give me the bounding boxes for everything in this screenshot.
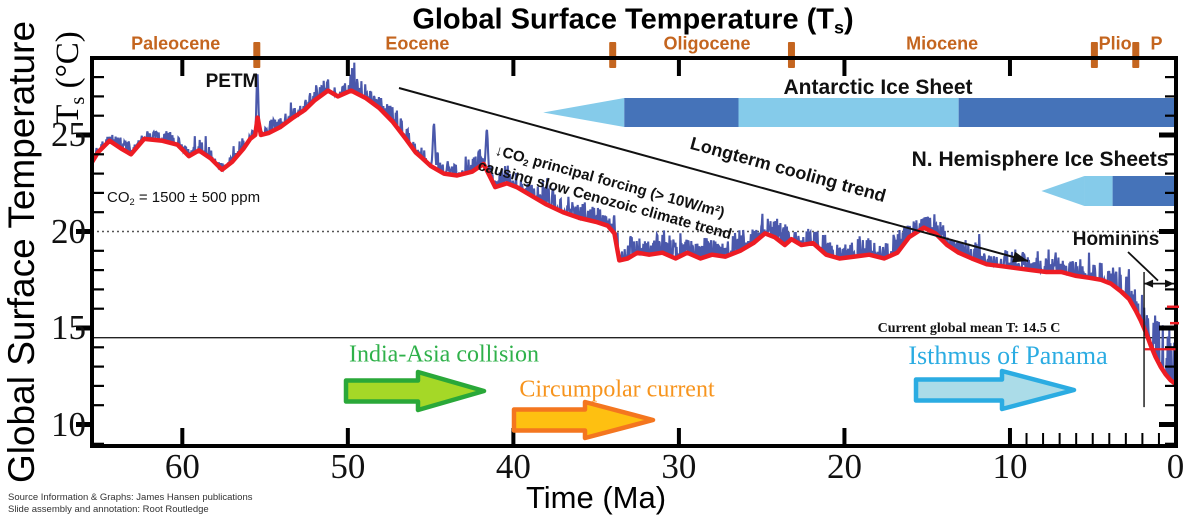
epoch-label-p: P [1150,33,1163,54]
y-tick-label: 15 [51,308,86,347]
x-axis-label: Time (Ma) [525,480,667,515]
x-tick-label: 0 [1166,447,1185,486]
x-tick-label: 30 [661,447,697,486]
x-tick-label: 10 [992,447,1028,486]
cooling-trend-arrow [398,87,1029,262]
hominins-label: Hominins [1072,229,1160,250]
epoch-label-miocene: Miocene [906,33,979,54]
y-tick-label: 10 [51,404,86,444]
x-tick-label: 60 [164,447,200,486]
page-title: Global Surface Temperature (Ts) [412,3,854,38]
india-asia-collision-label: India-Asia collision [349,341,539,368]
n-hemisphere-ice-sheets-label: N. Hemisphere Ice Sheets [911,148,1169,171]
india-asia-collision-arrow [343,369,487,413]
epoch-boundary-marker [253,42,261,68]
isthmus-of-panama-arrow [913,368,1077,412]
epoch-label-paleocene: Paleocene [131,33,221,54]
epoch-boundary-marker [1090,42,1098,68]
source-line1: Source Information & Graphs: James Hanse… [8,492,253,503]
epoch-label-oligocene: Oligocene [663,33,751,54]
epoch-boundary-marker [787,42,795,68]
petm-label: PETM [205,71,259,92]
smoothed-temperature-curve [94,88,1174,386]
circumpolar-current-label: Circumpolar current [519,376,715,403]
circumpolar-current-arrow [511,399,656,441]
x-tick-label: 20 [826,447,862,486]
epoch-label-plio: Plio [1098,33,1132,54]
epoch-label-eocene: Eocene [385,33,450,54]
source-line2: Slide assembly and annotation: Root Rout… [8,504,209,516]
x-tick-label: 50 [330,447,366,486]
epoch-boundary-marker [1132,42,1140,68]
y-axis-outer-label: Global Surface Temperature [1,20,42,484]
epoch-boundary-marker [609,42,617,68]
y-tick-label: 25 [51,115,86,154]
current-mean-temp-label: Current global mean T: 14.5 C [877,321,1061,336]
plot-frame [90,56,1178,448]
isthmus-of-panama-label: Isthmus of Panama [908,341,1108,370]
y-tick-label: 20 [51,211,86,251]
co2-level-label: CO2 = 1500 ± 500 ppm [107,189,261,207]
source-credit: Source Information & Graphs: James Hanse… [8,492,253,517]
antarctic-ice-sheet-label: Antarctic Ice Sheet [783,76,973,99]
x-tick-label: 40 [495,447,531,486]
hominins-pointer-line [1127,251,1159,282]
y-axis-inner-label: Ts (°C) [49,31,90,125]
